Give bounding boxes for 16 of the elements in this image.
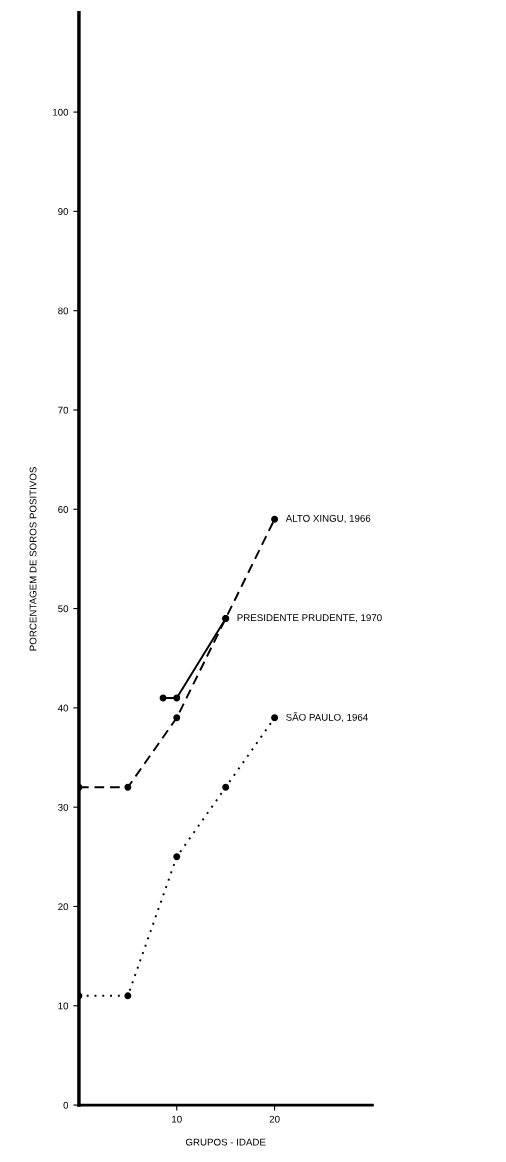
y-tick-label: 90	[58, 208, 69, 215]
y-tick-label: 70	[58, 406, 69, 414]
y-tick-label: 80	[58, 307, 69, 315]
y-tick-label: 10	[58, 1002, 69, 1010]
x-axis-title: GRUPOS - IDADE	[185, 1138, 266, 1146]
y-tick-label: 50	[58, 605, 69, 613]
y-tick-label: 100	[53, 108, 69, 116]
y-tick-label: 0	[63, 1101, 69, 1109]
y-axis-title: PORCENTAGEM DE SOROS POSITIVOS	[29, 467, 37, 651]
y-tick-label: 30	[58, 803, 69, 811]
series-label: PRESIDENTE PRUDENTE, 1970	[237, 614, 382, 623]
y-tick-label: 60	[58, 506, 69, 513]
y-tick-label: 40	[57, 704, 69, 712]
series-label: SÃO PAULO, 1964	[286, 712, 368, 722]
y-tick-label: 20	[58, 903, 69, 911]
series-label: ALTO XINGU, 1966	[285, 514, 371, 523]
